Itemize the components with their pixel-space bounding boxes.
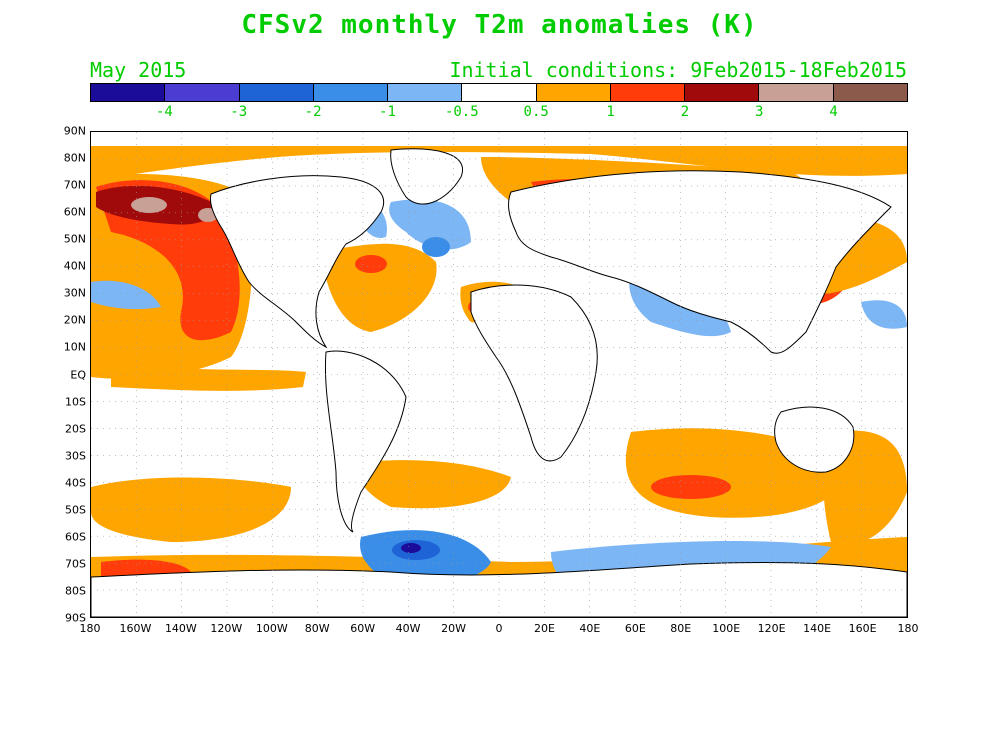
arctic-warm-band	[91, 146, 907, 180]
n-atlantic-cold-core	[422, 237, 450, 257]
forecast-month: May 2015	[90, 58, 187, 82]
lat-label: 40N	[63, 259, 86, 273]
lat-label: 20N	[63, 313, 86, 327]
lon-label: 140W	[164, 622, 197, 635]
colorbar-swatch	[462, 84, 537, 101]
lon-label: 140E	[803, 622, 832, 635]
north-america	[210, 175, 384, 349]
lat-label: 50N	[63, 232, 86, 246]
colorbar-label: -3	[230, 104, 248, 120]
south-indian-hot	[651, 475, 731, 499]
colorbar-label: 1	[606, 104, 615, 120]
s-atlantic-warm	[359, 460, 511, 509]
w-pacific-cold	[861, 300, 907, 329]
lat-label: 60N	[63, 205, 86, 219]
south-america	[324, 350, 407, 533]
antarctic-cold-extreme	[401, 543, 421, 553]
n-atlantic-warm	[321, 243, 437, 332]
colorbar-swatch	[759, 84, 834, 101]
colorbar-swatch	[91, 84, 166, 101]
south-pacific-warm	[91, 477, 291, 542]
lat-label: 50S	[65, 503, 86, 517]
lon-label: 0	[495, 622, 503, 635]
lat-label: 80N	[63, 151, 86, 165]
n-atlantic-cold	[389, 199, 471, 250]
colorbar-label: -1	[379, 104, 396, 120]
europe-asia	[508, 170, 892, 354]
map-title: CFSv2 monthly T2m anomalies (K)	[241, 10, 758, 40]
lat-label: 30N	[63, 286, 86, 300]
colorbar-swatch	[239, 84, 314, 101]
lon-label: 20E	[533, 622, 555, 635]
tropical-pacific-warm	[111, 364, 306, 391]
colorbar-label: 0.5	[523, 104, 549, 120]
lon-label: 40W	[395, 622, 421, 635]
alaska-extreme-1	[131, 197, 167, 213]
lat-label: 40S	[65, 476, 86, 490]
lat-label: 10S	[65, 395, 86, 409]
lon-label: 60E	[624, 622, 646, 635]
lat-label: EQ	[70, 368, 86, 381]
lon-label: 80E	[670, 622, 692, 635]
lon-label: 20W	[441, 622, 466, 635]
lat-label: 90S	[65, 611, 86, 625]
n-atlantic-hot	[355, 255, 387, 273]
africa	[470, 284, 598, 462]
lat-label: 70S	[65, 557, 86, 571]
colorbar-swatch	[388, 84, 463, 101]
lon-label: 180	[897, 622, 919, 635]
lon-label: 120W	[210, 622, 243, 635]
lon-label: 180	[79, 622, 101, 635]
coastlines	[91, 148, 907, 617]
lon-label: 160W	[119, 622, 152, 635]
lat-label: 20S	[65, 422, 86, 436]
lat-label: 30S	[65, 449, 86, 463]
colorbar	[90, 83, 908, 102]
antarctica	[91, 561, 907, 617]
pacific-cold-east	[91, 280, 161, 310]
lat-label: 80S	[65, 584, 86, 598]
colorbar-swatch	[536, 84, 611, 101]
lon-label: 60W	[350, 622, 376, 635]
colorbar-swatch	[685, 84, 760, 101]
colorbar-swatch	[833, 84, 907, 101]
lon-label: 160E	[848, 622, 877, 635]
colorbar-swatch	[313, 84, 389, 101]
colorbar-label: 4	[829, 104, 838, 120]
lat-label: 90N	[63, 124, 86, 138]
lon-label: 100E	[712, 622, 741, 635]
lon-label: 120E	[757, 622, 786, 635]
lon-label: 100W	[255, 622, 288, 635]
colorbar-swatch	[610, 84, 686, 101]
colorbar-label: 2	[680, 104, 690, 120]
colorbar-label: 3	[755, 104, 764, 120]
graticule	[91, 132, 907, 617]
lat-label: 10N	[63, 340, 86, 354]
colorbar-label: -2	[304, 104, 322, 120]
colorbar-label: -4	[155, 104, 173, 120]
lat-label: 60S	[65, 530, 86, 544]
lat-label: 70N	[63, 178, 86, 192]
lon-label: 80W	[304, 622, 330, 635]
initial-conditions: Initial conditions: 9Feb2015-18Feb2015	[449, 58, 907, 82]
lon-label: 40E	[579, 622, 601, 635]
anomaly-map	[91, 132, 907, 617]
colorbar-swatch	[165, 84, 240, 101]
map-panel	[90, 131, 908, 618]
australia	[774, 406, 855, 473]
colorbar-label: -0.5	[444, 104, 479, 120]
greenland	[390, 148, 464, 205]
